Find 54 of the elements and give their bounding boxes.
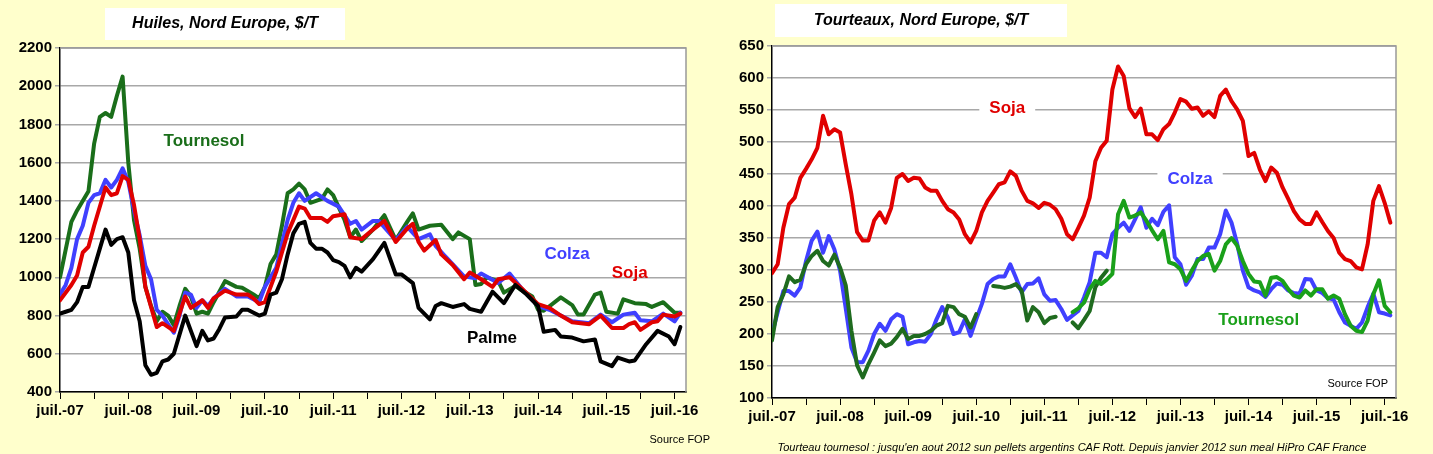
y-tick-label: 200 xyxy=(738,324,764,342)
x-tick-label: juil.-13 xyxy=(1155,407,1205,425)
y-tick-label: 350 xyxy=(738,228,764,246)
y-tick-label: 400 xyxy=(738,196,764,214)
x-tick-label: juil.-15 xyxy=(581,401,631,419)
y-tick-label: 600 xyxy=(738,68,764,86)
y-tick-label: 1600 xyxy=(18,152,52,170)
y-tick-label: 400 xyxy=(26,382,52,400)
x-tick-label: juil.-16 xyxy=(649,401,699,419)
chart-title: Huiles, Nord Europe, $/T xyxy=(132,14,320,32)
y-tick-label: 150 xyxy=(738,356,764,374)
y-tick-label: 500 xyxy=(738,132,764,150)
x-tick-label: juil.-13 xyxy=(444,401,494,419)
y-tick-label: 300 xyxy=(738,260,764,278)
x-tick-label: juil.-09 xyxy=(171,401,221,419)
y-tick-label: 250 xyxy=(738,292,764,310)
x-tick-label: juil.-12 xyxy=(376,401,426,419)
series-label: Palme xyxy=(466,328,517,348)
y-tick-label: 1200 xyxy=(18,229,52,247)
text: Tournesol xyxy=(163,130,245,150)
y-tick-label: 800 xyxy=(26,305,52,323)
y-tick-label: 550 xyxy=(738,100,764,118)
x-tick-label: juil.-14 xyxy=(513,401,563,419)
y-tick-label: 2200 xyxy=(18,38,52,56)
x-tick-label: juil.-10 xyxy=(240,401,289,419)
x-tick-label: juil.-09 xyxy=(883,407,932,425)
text: Soja xyxy=(611,263,649,283)
x-tick-label: juil.-11 xyxy=(308,401,357,419)
y-tick-label: 100 xyxy=(738,388,764,406)
series-label: Tournesol xyxy=(1218,310,1300,330)
x-tick-label: juil.-07 xyxy=(35,401,84,419)
y-tick-label: 450 xyxy=(738,164,764,182)
source-note: Source FOP xyxy=(649,433,710,446)
x-tick-label: juil.-16 xyxy=(1359,407,1409,425)
x-tick-label: juil.-08 xyxy=(815,407,864,425)
x-tick-label: juil.-08 xyxy=(103,401,153,419)
y-tick-label: 650 xyxy=(738,36,764,54)
x-tick-label: juil.-14 xyxy=(1223,407,1273,425)
annotation: Source FOP xyxy=(1327,377,1388,390)
x-tick-label: juil.-07 xyxy=(747,407,796,425)
text: Soja xyxy=(989,97,1026,117)
x-tick-label: juil.-15 xyxy=(1291,407,1341,425)
text: Tourteau tournesol : jusqu'en aout 2012 sun pellets argentins CAF Rott. Depuis janvier 2012 sun meal HiPro CAF France xyxy=(777,441,1367,454)
y-tick-label: 1400 xyxy=(18,191,52,209)
x-tick-label: juil.-11 xyxy=(1019,407,1068,425)
series-label: Colza xyxy=(1167,169,1214,189)
series-label: Colza xyxy=(544,244,591,264)
y-tick-label: 2000 xyxy=(18,76,52,94)
x-tick-label: juil.-10 xyxy=(951,407,1000,425)
y-tick-label: 1000 xyxy=(18,267,52,285)
y-tick-label: 1800 xyxy=(18,114,52,132)
y-tick-label: 600 xyxy=(26,343,52,361)
chart-title: Tourteaux, Nord Europe, $/T xyxy=(813,10,1030,28)
x-tick-label: juil.-12 xyxy=(1087,407,1137,425)
